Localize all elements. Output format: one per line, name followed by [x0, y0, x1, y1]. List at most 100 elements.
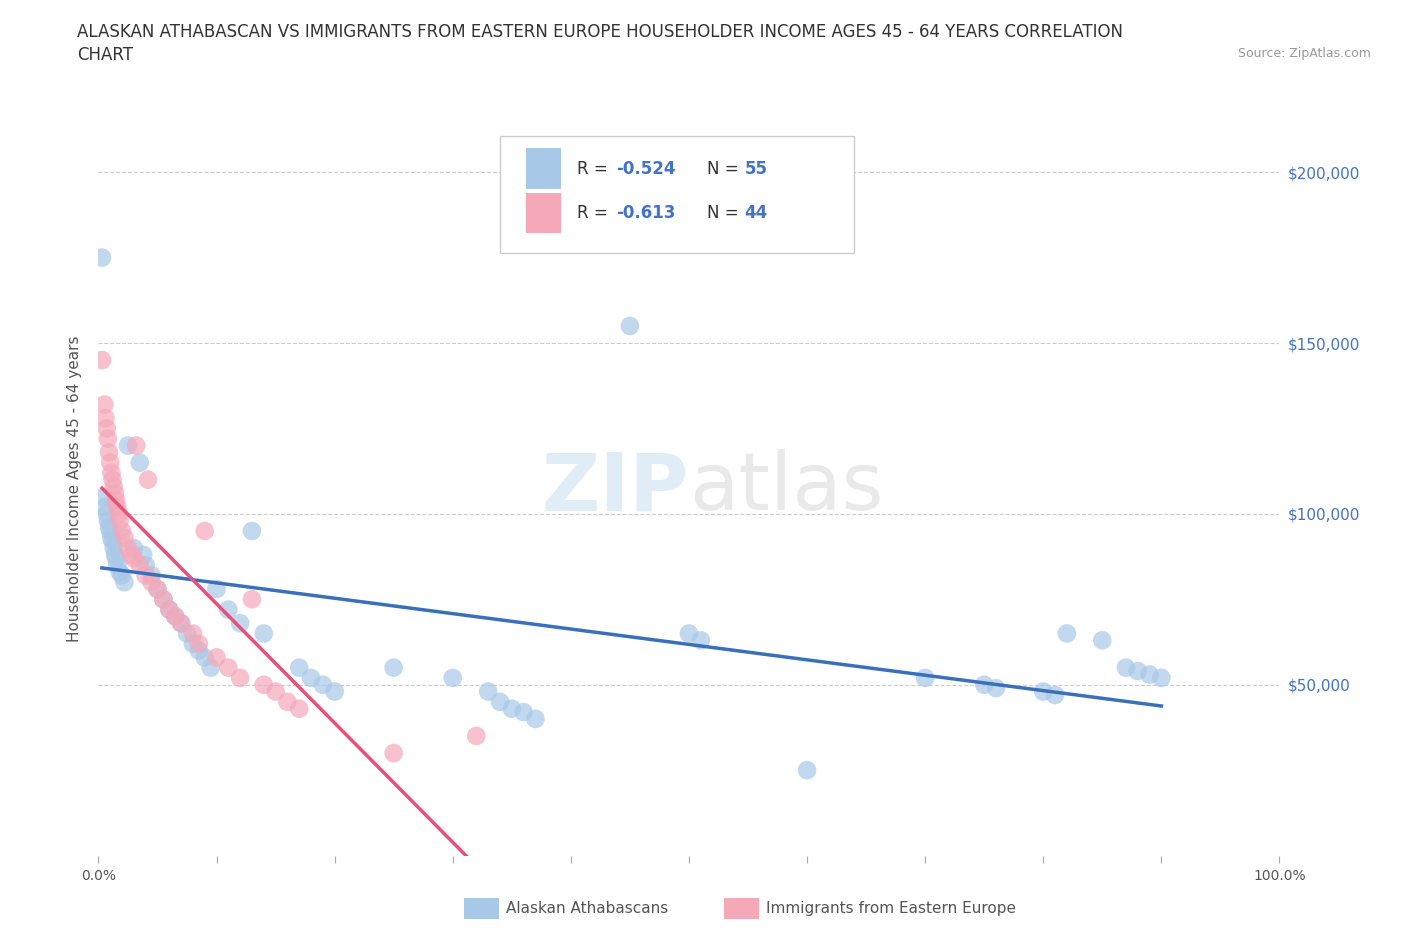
- Point: [299, 671, 322, 685]
- Text: ALASKAN ATHABASCAN VS IMMIGRANTS FROM EASTERN EUROPE HOUSEHOLDER INCOME AGES 45 : ALASKAN ATHABASCAN VS IMMIGRANTS FROM EA…: [77, 23, 1123, 41]
- Point: [796, 763, 818, 777]
- Point: [91, 250, 114, 265]
- Point: [97, 432, 120, 446]
- Point: [141, 575, 163, 590]
- Point: [100, 465, 122, 480]
- Point: [1150, 671, 1173, 685]
- Point: [105, 558, 128, 573]
- Point: [194, 650, 217, 665]
- Point: [240, 591, 263, 606]
- Point: [105, 493, 128, 508]
- Point: [135, 558, 157, 573]
- Point: [1115, 660, 1137, 675]
- Point: [98, 455, 121, 470]
- Text: CHART: CHART: [77, 46, 134, 64]
- Text: -0.613: -0.613: [616, 204, 675, 221]
- Point: [205, 650, 228, 665]
- Point: [678, 626, 700, 641]
- Text: Immigrants from Eastern Europe: Immigrants from Eastern Europe: [766, 901, 1017, 916]
- Point: [229, 616, 252, 631]
- Text: R =: R =: [576, 204, 613, 221]
- Point: [187, 636, 209, 651]
- Point: [914, 671, 936, 685]
- Point: [288, 701, 311, 716]
- Point: [217, 602, 239, 617]
- Point: [465, 728, 488, 743]
- Point: [200, 660, 222, 675]
- Point: [157, 602, 180, 617]
- Point: [94, 411, 117, 426]
- Point: [96, 421, 118, 436]
- Point: [128, 455, 150, 470]
- FancyBboxPatch shape: [501, 136, 855, 253]
- Point: [1043, 687, 1066, 702]
- Point: [128, 558, 150, 573]
- Point: [194, 524, 217, 538]
- Point: [205, 581, 228, 596]
- Point: [101, 534, 124, 549]
- Point: [170, 616, 193, 631]
- Point: [619, 318, 641, 333]
- Point: [253, 677, 276, 692]
- Point: [117, 438, 139, 453]
- Point: [312, 677, 335, 692]
- Point: [136, 472, 159, 487]
- Point: [477, 684, 499, 699]
- Point: [98, 445, 121, 459]
- Point: [122, 540, 145, 555]
- Point: [146, 581, 169, 596]
- Point: [441, 671, 464, 685]
- Point: [103, 540, 125, 555]
- Point: [112, 530, 135, 545]
- Text: N =: N =: [707, 160, 744, 178]
- Point: [1139, 667, 1161, 682]
- Point: [104, 548, 127, 563]
- Point: [264, 684, 287, 699]
- Point: [276, 695, 298, 710]
- Point: [165, 609, 187, 624]
- Point: [111, 524, 134, 538]
- Point: [121, 548, 143, 563]
- Point: [1056, 626, 1078, 641]
- Text: R =: R =: [576, 160, 613, 178]
- Point: [112, 575, 135, 590]
- Point: [489, 695, 512, 710]
- Text: atlas: atlas: [689, 449, 883, 527]
- Point: [524, 711, 547, 726]
- Text: Source: ZipAtlas.com: Source: ZipAtlas.com: [1237, 46, 1371, 60]
- Point: [973, 677, 995, 692]
- Point: [98, 520, 121, 535]
- Point: [176, 626, 198, 641]
- Point: [117, 540, 139, 555]
- Point: [253, 626, 276, 641]
- Point: [1126, 664, 1149, 679]
- Point: [181, 636, 204, 651]
- Point: [288, 660, 311, 675]
- Point: [984, 681, 1007, 696]
- Point: [382, 660, 405, 675]
- Point: [165, 609, 187, 624]
- Point: [501, 701, 523, 716]
- Point: [104, 486, 127, 501]
- FancyBboxPatch shape: [526, 193, 561, 232]
- Point: [382, 746, 405, 761]
- Point: [512, 705, 534, 720]
- Point: [229, 671, 252, 685]
- Point: [93, 397, 115, 412]
- FancyBboxPatch shape: [526, 149, 561, 189]
- Point: [105, 551, 128, 565]
- Point: [689, 633, 711, 648]
- Point: [122, 551, 145, 565]
- Point: [152, 591, 174, 606]
- Point: [170, 616, 193, 631]
- Text: 44: 44: [744, 204, 768, 221]
- Text: N =: N =: [707, 204, 744, 221]
- Point: [98, 524, 121, 538]
- Y-axis label: Householder Income Ages 45 - 64 years: Householder Income Ages 45 - 64 years: [67, 335, 83, 642]
- Text: -0.524: -0.524: [616, 160, 675, 178]
- Point: [323, 684, 346, 699]
- Text: ZIP: ZIP: [541, 449, 689, 527]
- Text: Alaskan Athabascans: Alaskan Athabascans: [506, 901, 668, 916]
- Point: [187, 644, 209, 658]
- Point: [1032, 684, 1054, 699]
